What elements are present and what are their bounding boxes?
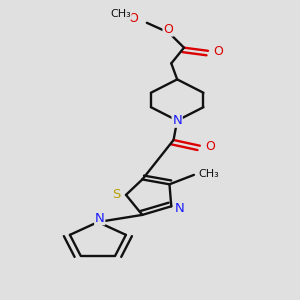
Text: S: S [112,188,120,201]
Text: O: O [163,23,173,36]
Text: CH₃: CH₃ [198,169,219,179]
Text: N: N [172,114,182,127]
Text: O: O [213,45,223,58]
Text: O: O [205,140,215,153]
Text: CH₃: CH₃ [110,9,131,19]
Text: O: O [128,12,138,25]
Text: N: N [175,202,184,214]
Text: N: N [95,212,105,224]
